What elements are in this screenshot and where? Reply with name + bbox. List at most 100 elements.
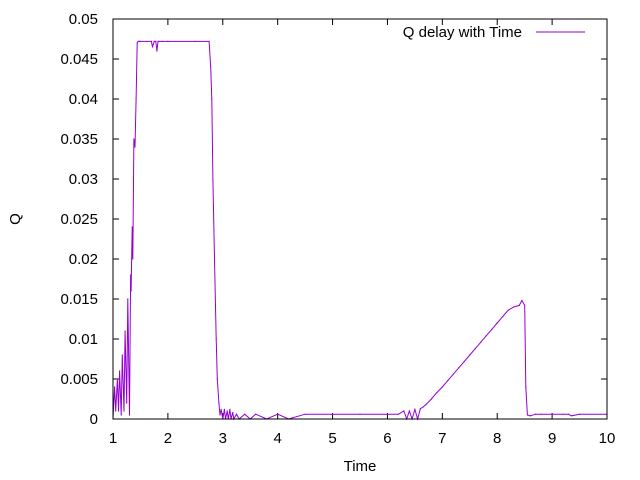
data-point: [525, 386, 527, 388]
data-point: [414, 408, 416, 410]
y-tick-label: 0: [90, 411, 98, 428]
x-tick-label: 1: [109, 430, 117, 447]
data-point: [513, 306, 515, 308]
series-line: [112, 40, 607, 421]
data-point: [167, 40, 169, 43]
x-tick-label: 10: [599, 430, 616, 447]
data-point: [130, 274, 132, 276]
data-point: [332, 413, 334, 415]
data-point: [116, 378, 118, 380]
data-point: [153, 40, 155, 43]
data-point: [244, 413, 246, 415]
data-point: [134, 146, 136, 148]
data-point: [114, 386, 116, 388]
data-point: [226, 410, 228, 412]
y-tick-label: 0.03: [69, 171, 98, 188]
data-point: [422, 406, 424, 408]
data-point: [219, 414, 221, 416]
x-tick-label: 7: [438, 430, 446, 447]
x-tick-label: 6: [383, 430, 391, 447]
x-tick-label: 2: [164, 430, 172, 447]
data-point: [156, 50, 158, 52]
y-tick-label: 0.05: [69, 11, 98, 28]
data-point: [458, 367, 460, 369]
data-point: [551, 413, 553, 415]
data-point: [507, 309, 509, 311]
data-point: [526, 414, 529, 416]
data-point: [521, 300, 523, 302]
data-point: [255, 413, 257, 415]
data-point: [220, 408, 222, 410]
data-point: [524, 304, 526, 306]
data-point: [562, 413, 564, 415]
legend-label: Q delay with Time: [403, 24, 522, 41]
data-point: [436, 392, 438, 394]
data-point: [120, 414, 122, 416]
data-point: [121, 354, 123, 356]
data-point: [139, 40, 141, 43]
data-point: [216, 378, 218, 380]
y-tick-label: 0.025: [60, 211, 98, 228]
data-point: [151, 46, 154, 48]
data-point: [452, 373, 454, 375]
data-point: [127, 298, 129, 300]
x-axis-label: Time: [344, 458, 377, 475]
data-point: [218, 402, 220, 404]
data-point: [403, 410, 405, 412]
data-point: [463, 360, 465, 362]
data-point: [159, 40, 161, 43]
data-point: [386, 413, 388, 415]
x-tick-label: 3: [219, 430, 227, 447]
data-point: [115, 410, 117, 412]
data-point: [579, 413, 581, 415]
data-point: [430, 398, 432, 400]
data-point: [138, 40, 140, 43]
data-point: [124, 330, 126, 332]
data-point: [304, 413, 306, 415]
data-point: [518, 304, 520, 306]
data-point: [502, 316, 504, 318]
data-point: [229, 408, 231, 410]
data-point: [117, 410, 120, 412]
data-point: [223, 408, 225, 410]
data-point: [232, 412, 234, 414]
data-point: [126, 402, 128, 404]
data-point: [135, 98, 137, 100]
x-tick-label: 8: [493, 430, 501, 447]
data-point: [535, 413, 537, 415]
data-point: [570, 415, 572, 417]
data-point: [529, 415, 531, 417]
y-axis-label: Q: [7, 213, 24, 225]
data-point: [131, 226, 133, 228]
data-point: [480, 341, 482, 343]
y-tick-label: 0.01: [69, 331, 98, 348]
y-tick-label: 0.005: [60, 371, 98, 388]
data-point: [215, 338, 217, 340]
data-point: [277, 413, 279, 415]
data-point: [540, 413, 542, 415]
data-point: [194, 40, 196, 43]
data-point: [419, 408, 421, 410]
plot-frame: [112, 18, 608, 420]
data-point: [425, 404, 427, 406]
x-tick-label: 5: [328, 430, 336, 447]
data-point: [137, 40, 139, 43]
x-tick-label: 9: [548, 430, 556, 447]
data-point: [157, 40, 159, 43]
data-point: [123, 410, 125, 412]
data-point: [161, 40, 163, 43]
data-point: [130, 290, 132, 292]
y-tick-label: 0.015: [60, 291, 98, 308]
x-tick-label: 4: [273, 430, 281, 447]
data-point: [397, 413, 399, 415]
y-axis-ticks: 0 0.005 0.01 0.015 0.02 0.025 0.03 0.035 0.04 0.0…: [60, 11, 607, 428]
legend: Q delay with Time: [403, 24, 585, 41]
y-tick-label: 0.02: [69, 251, 98, 268]
data-point: [359, 413, 361, 415]
data-point: [485, 335, 487, 337]
data-point: [212, 178, 214, 180]
series-layer: [112, 40, 608, 421]
data-point: [496, 322, 498, 324]
x-axis-ticks: 1 2 3 4 5 6 7 8 9 10: [109, 19, 616, 447]
